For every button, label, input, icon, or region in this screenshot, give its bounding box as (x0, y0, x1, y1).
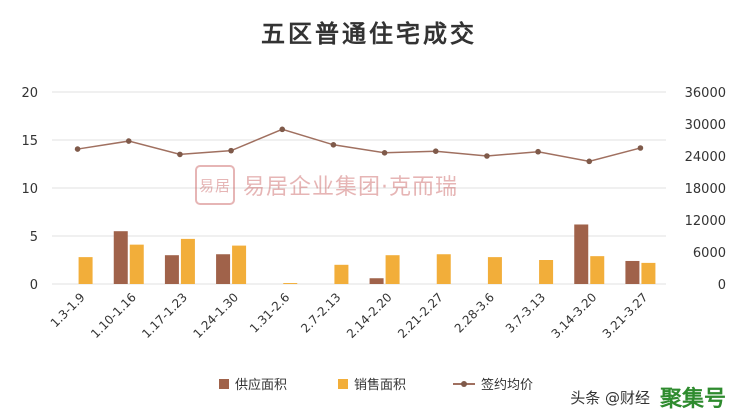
watermark: 易居 易居企业集团·克而瑞 (195, 165, 458, 205)
bar-supply (574, 224, 589, 284)
bar-sales (334, 264, 349, 284)
left-tick-label: 20 (21, 86, 38, 101)
bar-supply (369, 278, 384, 284)
legend-supply-swatch (219, 378, 229, 389)
legend-sales-label: 销售面积 (354, 378, 407, 393)
price-point (125, 138, 132, 144)
price-point (74, 146, 81, 152)
x-tick-label: 1.17-1.23 (139, 290, 190, 341)
source-text: 头条 @财经 (570, 388, 650, 407)
x-tick-label: 3.7-3.13 (503, 290, 548, 335)
right-tick-label: 24000 (685, 150, 726, 165)
price-point (535, 148, 541, 155)
bar-sales (129, 244, 144, 284)
source-logo: 聚集号 (659, 387, 726, 412)
legend-item-sales: 销售面积 (338, 374, 406, 393)
legend-sales-swatch (338, 378, 348, 389)
left-tick-label: 10 (21, 182, 38, 197)
price-point (432, 148, 439, 154)
price-line (74, 126, 644, 165)
watermark-seal-icon: 易居 (195, 165, 235, 205)
x-tick-label: 2.7-2.13 (298, 290, 343, 335)
bar-supply (216, 254, 231, 284)
gridlines (52, 91, 666, 285)
price-point (381, 150, 388, 156)
left-axis: 0 5 10 15 20 (21, 86, 38, 293)
price-line-path (77, 128, 641, 163)
bar-sales (180, 238, 195, 284)
right-tick-label: 18000 (685, 182, 726, 197)
price-point (484, 153, 490, 159)
x-tick-label: 1.31-2.6 (247, 290, 292, 335)
x-axis-labels: 1.3-1.9 1.10-1.16 1.17-1.23 1.24-1.30 1.31-2… (48, 290, 651, 341)
legend: 供应面积 销售面积 签约均价 (0, 374, 738, 394)
x-tick-label: 3.14-3.20 (549, 290, 600, 341)
bar-sales (283, 283, 298, 284)
right-axis: 0 6000 12000 18000 24000 30000 36000 (685, 86, 726, 293)
legend-item-supply: 供应面积 (219, 374, 287, 393)
left-tick-label: 15 (21, 134, 38, 149)
right-tick-label: 12000 (685, 214, 726, 229)
source-attribution: 头条 @财经 聚集号 (570, 381, 726, 413)
x-tick-label: 2.21-2.27 (395, 290, 446, 341)
x-tick-label: 2.14-2.20 (344, 290, 395, 341)
right-tick-label: 6000 (693, 246, 726, 261)
right-tick-label: 30000 (685, 118, 726, 133)
price-point (637, 145, 644, 151)
x-tick-label: 1.3-1.9 (48, 290, 88, 330)
bar-sales (78, 257, 93, 284)
price-point (177, 151, 183, 158)
watermark-text: 易居企业集团·克而瑞 (243, 175, 458, 200)
legend-price-swatch (453, 379, 475, 389)
bar-supply (164, 255, 179, 284)
left-tick-label: 0 (30, 278, 38, 293)
right-tick-label: 0 (718, 278, 726, 293)
bar-sales (590, 256, 605, 284)
bar-sales (436, 254, 451, 284)
legend-supply-label: 供应面积 (235, 378, 288, 393)
legend-item-price: 签约均价 (453, 374, 533, 393)
legend-price-label: 签约均价 (481, 378, 534, 393)
bar-sales (539, 260, 554, 284)
bar-sales (385, 255, 400, 284)
price-point (586, 158, 593, 165)
x-tick-label: 1.24-1.30 (190, 290, 241, 341)
bars (78, 224, 656, 284)
x-tick-label: 1.10-1.16 (88, 290, 139, 341)
price-point (330, 142, 337, 148)
bar-supply (625, 260, 640, 284)
x-tick-label: 3.21-3.27 (600, 290, 651, 341)
price-point (228, 147, 234, 154)
bar-supply (113, 231, 128, 284)
price-point (279, 126, 286, 133)
bar-sales (487, 257, 502, 284)
right-tick-label: 36000 (685, 86, 726, 101)
bar-sales (641, 262, 656, 284)
left-tick-label: 5 (30, 230, 38, 245)
chart-title: 五区普通住宅成交 (261, 20, 477, 48)
x-tick-label: 2.28-3.6 (452, 290, 497, 335)
bar-sales (232, 245, 247, 284)
